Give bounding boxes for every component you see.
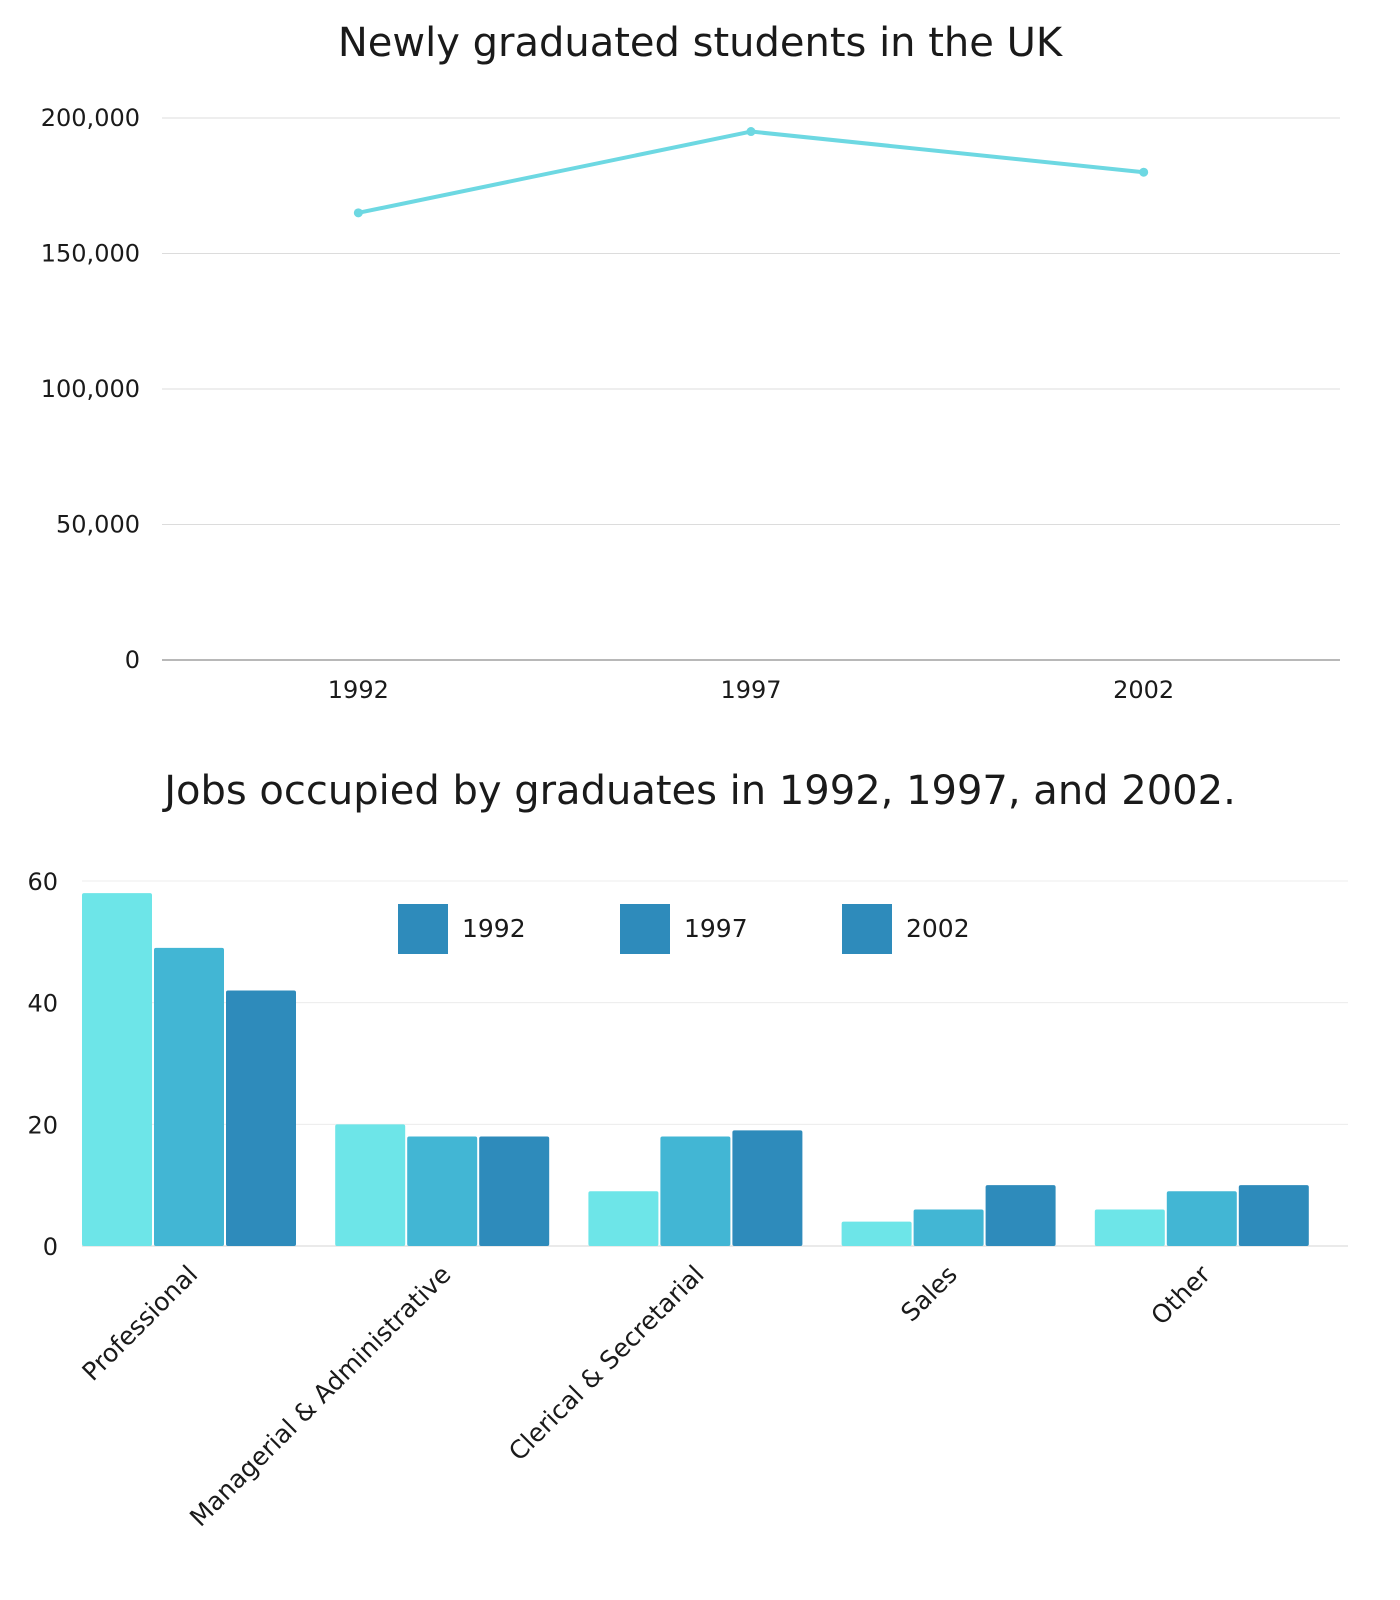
category-label: Managerial & Administrative bbox=[184, 1260, 456, 1532]
bar-1997 bbox=[660, 1136, 731, 1246]
legend-label: 1992 bbox=[462, 914, 526, 943]
bar-1992 bbox=[82, 893, 152, 1246]
legend-swatch bbox=[620, 904, 670, 954]
bar-2002 bbox=[226, 990, 296, 1246]
x-tick-label: 2002 bbox=[1113, 676, 1174, 704]
y-tick-label: 40 bbox=[27, 990, 58, 1018]
bar-1992 bbox=[1094, 1209, 1165, 1246]
y-tick-label: 150,000 bbox=[41, 240, 140, 268]
category-label: Other bbox=[1145, 1259, 1216, 1330]
category-label: Sales bbox=[895, 1260, 963, 1328]
y-tick-label: 0 bbox=[43, 1233, 58, 1261]
line-chart: 200,000 150,000 100,000 50,000 0 1992 1997 2002 bbox=[41, 104, 1340, 704]
bar-1992 bbox=[588, 1191, 659, 1246]
bar-chart-title: Jobs occupied by graduates in 1992, 1997… bbox=[164, 768, 1236, 814]
bar-1997 bbox=[1166, 1191, 1237, 1246]
y-tick-label: 200,000 bbox=[41, 104, 140, 132]
y-tick-label: 100,000 bbox=[41, 375, 140, 403]
y-tick-label: 20 bbox=[27, 1111, 58, 1139]
data-point bbox=[746, 127, 756, 137]
legend-swatch bbox=[398, 904, 448, 954]
x-tick-label: 1997 bbox=[720, 676, 781, 704]
category-label: Professional bbox=[76, 1260, 203, 1387]
y-tick-label: 0 bbox=[125, 646, 140, 674]
series-line bbox=[356, 129, 1146, 215]
data-point bbox=[353, 208, 363, 218]
x-tick-label: 1992 bbox=[328, 676, 389, 704]
bar-1997 bbox=[407, 1136, 478, 1246]
bar-2002 bbox=[1238, 1185, 1309, 1246]
bar-1992 bbox=[841, 1221, 912, 1246]
category-label: Clerical & Secretarial bbox=[503, 1260, 710, 1467]
y-tick-label: 60 bbox=[27, 868, 58, 896]
y-tick-label: 50,000 bbox=[56, 511, 140, 539]
legend-swatch bbox=[842, 904, 892, 954]
legend-label: 2002 bbox=[906, 914, 970, 943]
bar-2002 bbox=[479, 1136, 550, 1246]
legend-label: 1997 bbox=[684, 914, 748, 943]
line-chart-title: Newly graduated students in the UK bbox=[337, 20, 1063, 66]
bar-1997 bbox=[913, 1209, 984, 1246]
bar-1992 bbox=[335, 1124, 406, 1246]
bar-1997 bbox=[154, 947, 224, 1246]
data-point bbox=[1139, 167, 1149, 177]
bar-2002 bbox=[985, 1185, 1056, 1246]
bar-2002 bbox=[732, 1130, 803, 1246]
